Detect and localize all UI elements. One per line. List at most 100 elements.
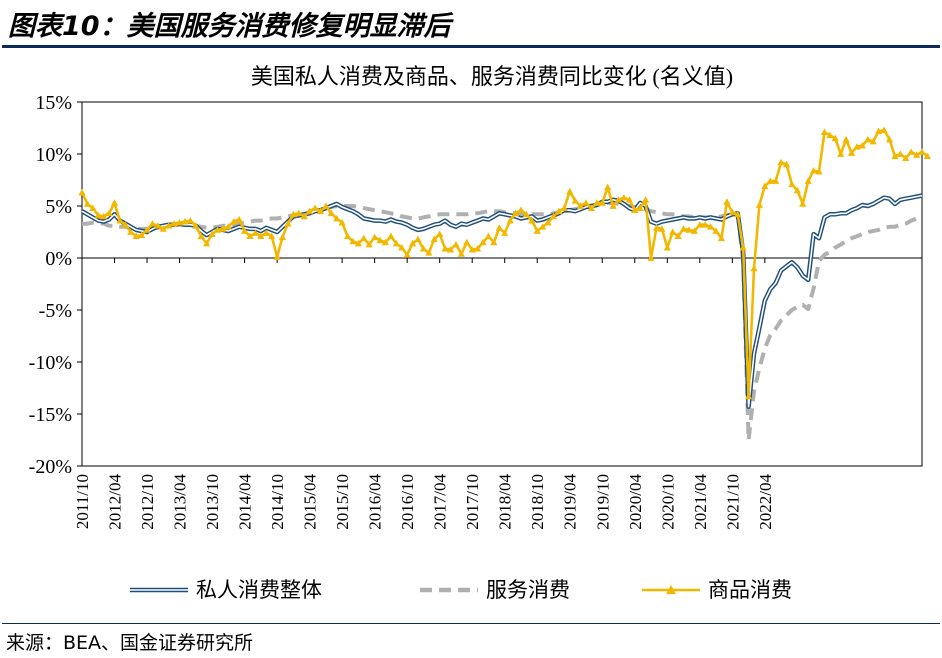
goods-point xyxy=(121,221,129,228)
goods-point xyxy=(517,206,525,214)
source-rule xyxy=(2,623,940,624)
series-line-goods xyxy=(80,128,929,398)
goods-point xyxy=(614,196,623,203)
goods-point xyxy=(278,233,287,241)
goods-point xyxy=(875,127,883,134)
goods-point xyxy=(230,218,238,225)
chart-legend: 私人消费整体 服务消费 商品消费 xyxy=(130,578,792,602)
goods-point xyxy=(295,209,303,217)
goods-point xyxy=(240,227,249,234)
goods-point xyxy=(560,204,568,211)
goods-point xyxy=(739,244,747,251)
goods-point xyxy=(474,245,482,252)
goods-point xyxy=(885,135,894,143)
goods-point xyxy=(186,216,194,224)
goods-point xyxy=(392,239,400,247)
goods-point xyxy=(333,214,341,222)
goods-point xyxy=(463,238,471,246)
x-tick-label: 2019/04 xyxy=(561,474,580,530)
goods-point xyxy=(273,253,281,260)
goods-point xyxy=(430,235,438,243)
x-tick-label: 2021/10 xyxy=(723,474,742,530)
goods-point xyxy=(246,232,254,240)
goods-point xyxy=(495,224,503,231)
x-tick-label: 2011/10 xyxy=(73,474,92,529)
x-tick-label: 2020/10 xyxy=(658,474,677,530)
goods-point xyxy=(587,204,596,211)
goods-point xyxy=(723,198,731,205)
x-tick-label: 2013/04 xyxy=(171,474,190,530)
goods-point xyxy=(609,202,617,209)
goods-point xyxy=(896,150,904,157)
goods-point xyxy=(143,226,151,233)
goods-point xyxy=(880,126,888,133)
legend-label-total: 私人消费整体 xyxy=(196,578,322,602)
goods-point xyxy=(842,135,850,143)
goods-point xyxy=(658,225,666,232)
goods-point xyxy=(159,225,167,232)
goods-point xyxy=(436,230,444,237)
goods-point xyxy=(755,201,764,208)
goods-point xyxy=(441,245,449,252)
goods-point xyxy=(907,148,915,155)
goods-point xyxy=(100,212,108,220)
goods-point xyxy=(365,240,373,248)
goods-point xyxy=(604,183,612,191)
goods-point xyxy=(912,151,921,158)
plot-area: 15% 10% 5% 0% -5% -10% -15% -20%2011/10 2012/04 2… xyxy=(29,92,932,530)
goods-point xyxy=(343,232,352,240)
goods-point xyxy=(165,222,173,229)
goods-point xyxy=(696,221,704,228)
goods-point xyxy=(457,250,465,257)
goods-point xyxy=(685,226,693,233)
goods-point xyxy=(192,222,200,229)
goods-point xyxy=(251,229,260,236)
goods-point xyxy=(479,238,487,246)
goods-point xyxy=(690,227,698,234)
goods-point xyxy=(110,199,119,206)
legend-label-goods: 商品消费 xyxy=(708,578,792,602)
goods-point xyxy=(203,239,211,247)
goods-point xyxy=(593,199,601,206)
goods-point xyxy=(533,227,541,234)
goods-point xyxy=(663,244,671,251)
x-tick-label: 2015/10 xyxy=(333,474,352,530)
x-tick-label: 2014/10 xyxy=(268,474,287,530)
goods-point xyxy=(625,196,633,203)
goods-point xyxy=(636,204,644,211)
x-tick-label: 2016/10 xyxy=(398,474,417,530)
goods-point xyxy=(322,202,330,209)
goods-point xyxy=(89,204,97,211)
series-line-services xyxy=(82,200,923,442)
goods-point xyxy=(419,245,428,252)
x-tick-label: 2020/04 xyxy=(626,474,645,530)
goods-point xyxy=(923,152,932,159)
goods-point xyxy=(371,233,379,241)
goods-point xyxy=(105,209,113,217)
goods-point xyxy=(511,209,520,217)
y-tick-label: 15% xyxy=(35,92,72,114)
goods-point xyxy=(403,251,411,258)
x-tick-label: 2013/10 xyxy=(203,474,222,530)
goods-point xyxy=(647,254,655,261)
goods-point xyxy=(820,128,829,136)
goods-point xyxy=(620,194,628,201)
goods-point xyxy=(761,182,769,190)
goods-point xyxy=(864,135,872,143)
goods-point xyxy=(831,134,839,142)
x-tick-label: 2018/10 xyxy=(528,474,547,530)
goods-point xyxy=(224,223,232,230)
goods-point xyxy=(408,239,417,247)
goods-point xyxy=(262,229,270,236)
goods-point xyxy=(853,143,861,150)
goods-point xyxy=(175,219,184,226)
goods-point xyxy=(528,216,536,224)
goods-point xyxy=(83,200,92,207)
goods-point xyxy=(728,208,736,216)
goods-point xyxy=(268,232,276,240)
goods-point xyxy=(446,246,455,253)
series-line-total-outer xyxy=(80,193,923,409)
y-tick-label: 10% xyxy=(35,144,72,166)
x-tick-label: 2019/10 xyxy=(593,474,612,530)
goods-point xyxy=(631,206,639,214)
